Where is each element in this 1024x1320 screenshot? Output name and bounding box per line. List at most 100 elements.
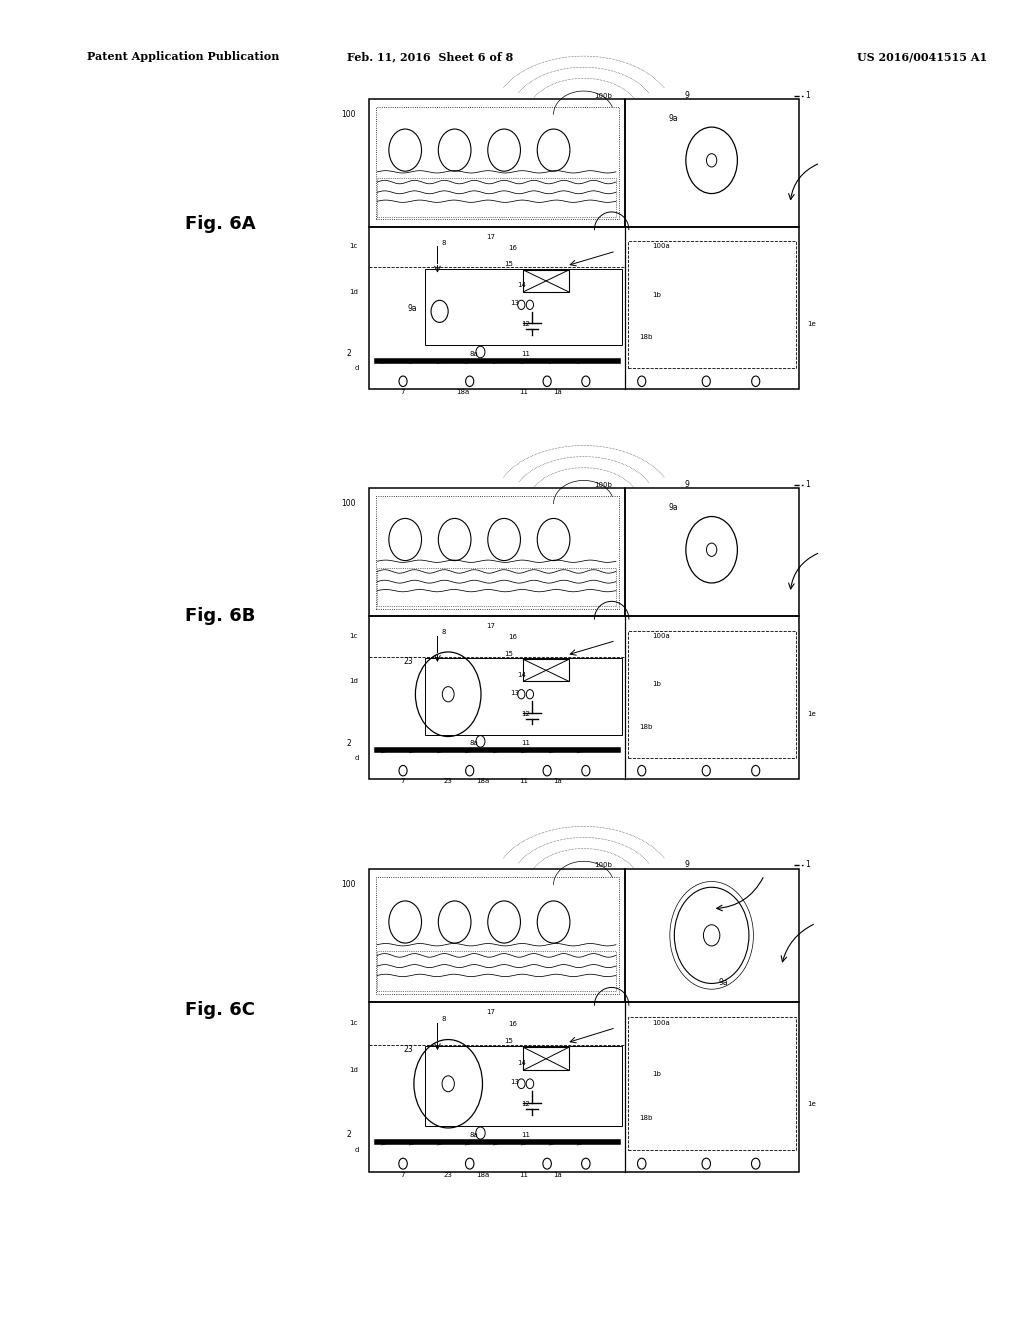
Text: 2: 2: [347, 1130, 351, 1139]
Text: 9: 9: [684, 861, 689, 870]
Text: 12: 12: [521, 321, 530, 327]
Text: 100b: 100b: [594, 862, 612, 869]
Text: 2: 2: [347, 348, 351, 358]
Bar: [625, 488, 799, 616]
Text: 11: 11: [519, 777, 528, 784]
Text: 11: 11: [521, 351, 530, 356]
Text: 100a: 100a: [652, 1019, 671, 1026]
Text: d: d: [354, 755, 359, 760]
Bar: [369, 227, 799, 389]
Text: 1b: 1b: [652, 1071, 662, 1077]
Text: 18a: 18a: [457, 388, 470, 395]
Text: 1c: 1c: [349, 632, 358, 639]
Text: d: d: [354, 366, 359, 371]
Text: 9a: 9a: [668, 503, 678, 512]
Text: 100b: 100b: [594, 92, 612, 99]
Text: 18b: 18b: [640, 334, 653, 341]
Text: 9a: 9a: [668, 114, 678, 123]
Text: 1d: 1d: [349, 1067, 358, 1073]
Text: 100: 100: [341, 880, 355, 890]
Text: 1c: 1c: [349, 243, 358, 249]
Bar: [625, 99, 799, 227]
Text: 8: 8: [441, 240, 446, 246]
Text: 8: 8: [441, 630, 446, 635]
Text: 11: 11: [521, 741, 530, 746]
Text: 12: 12: [521, 710, 530, 717]
Text: Patent Application Publication: Patent Application Publication: [87, 51, 280, 62]
Text: 13: 13: [510, 689, 519, 696]
Text: 7: 7: [400, 388, 406, 395]
Text: 1a: 1a: [554, 777, 562, 784]
Text: 100a: 100a: [652, 632, 671, 639]
Text: 15: 15: [504, 1039, 513, 1044]
Text: 1b: 1b: [652, 292, 662, 298]
Bar: [377, 568, 615, 606]
Text: 11: 11: [519, 1172, 528, 1177]
Text: 1b: 1b: [652, 681, 662, 688]
Bar: [523, 271, 568, 292]
Text: 1e: 1e: [807, 1101, 816, 1107]
Text: 1a: 1a: [554, 388, 562, 395]
Text: 8a: 8a: [470, 1131, 478, 1138]
Text: Fig. 6A: Fig. 6A: [185, 215, 255, 234]
Bar: [377, 178, 615, 216]
Bar: [369, 488, 625, 616]
Text: 1: 1: [805, 480, 810, 490]
Bar: [377, 952, 615, 991]
Text: 7: 7: [400, 1172, 406, 1177]
Text: 9: 9: [684, 480, 689, 490]
Text: 11: 11: [519, 388, 528, 395]
Text: 100: 100: [341, 499, 355, 508]
Bar: [425, 269, 623, 346]
Bar: [425, 1047, 623, 1126]
Text: Fig. 6B: Fig. 6B: [185, 607, 255, 626]
Text: 23: 23: [443, 1172, 453, 1177]
Text: Fig. 6C: Fig. 6C: [185, 1001, 255, 1019]
Text: 16: 16: [508, 1022, 517, 1027]
Bar: [523, 660, 568, 681]
Text: 1e: 1e: [807, 710, 816, 717]
Bar: [628, 1018, 796, 1150]
Text: 100: 100: [341, 110, 355, 119]
Text: 9: 9: [684, 91, 689, 100]
Bar: [377, 496, 620, 609]
Text: 18b: 18b: [640, 1115, 653, 1121]
Text: 15: 15: [504, 651, 513, 656]
Text: Feb. 11, 2016  Sheet 6 of 8: Feb. 11, 2016 Sheet 6 of 8: [347, 51, 513, 62]
Text: 1e: 1e: [807, 321, 816, 327]
Text: 17: 17: [486, 623, 496, 628]
Text: US 2016/0041515 A1: US 2016/0041515 A1: [856, 51, 987, 62]
Bar: [377, 107, 620, 219]
Text: 2: 2: [347, 738, 351, 747]
Text: 1: 1: [805, 861, 810, 870]
Bar: [369, 99, 625, 227]
Text: 16: 16: [508, 635, 517, 640]
Bar: [628, 242, 796, 368]
Text: 18a: 18a: [476, 777, 489, 784]
Text: 1c: 1c: [349, 1019, 358, 1026]
Text: 13: 13: [510, 1078, 519, 1085]
Text: d: d: [354, 1147, 359, 1154]
Bar: [628, 631, 796, 758]
Text: 9a: 9a: [408, 304, 417, 313]
Text: 14: 14: [517, 282, 526, 288]
Text: 14: 14: [517, 672, 526, 677]
Text: 1a: 1a: [554, 1172, 562, 1177]
Text: 17: 17: [486, 1010, 496, 1015]
Text: 18a: 18a: [476, 1172, 489, 1177]
Text: 8a: 8a: [470, 351, 478, 356]
Bar: [369, 616, 799, 779]
Text: 15: 15: [504, 261, 513, 267]
Text: 8a: 8a: [470, 741, 478, 746]
Text: 16: 16: [508, 246, 517, 251]
Bar: [625, 869, 799, 1002]
Text: 100b: 100b: [594, 482, 612, 488]
Text: 1: 1: [805, 91, 810, 100]
Text: 23: 23: [443, 777, 453, 784]
Bar: [523, 1047, 568, 1071]
Text: 17: 17: [486, 234, 496, 239]
Bar: [377, 876, 620, 994]
Text: 23: 23: [403, 1045, 413, 1055]
Text: 7: 7: [400, 777, 406, 784]
Bar: [369, 1002, 799, 1172]
